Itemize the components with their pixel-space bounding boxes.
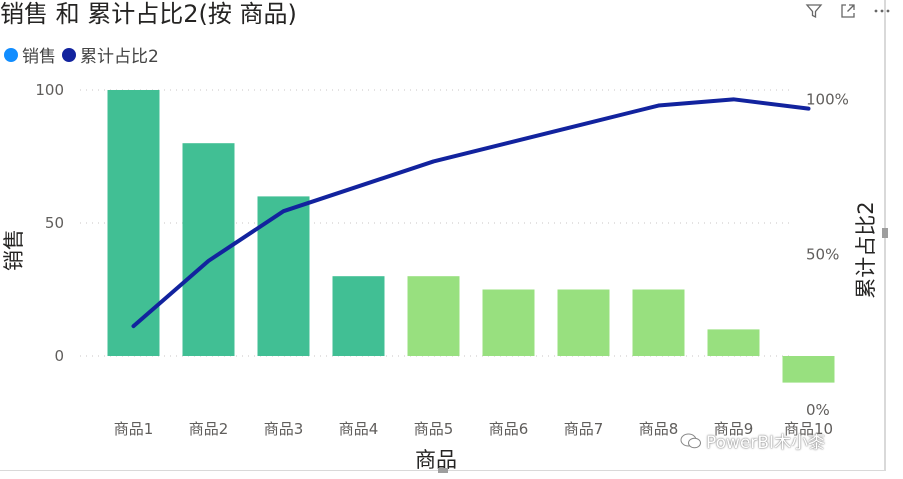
x-tick-label: 商品1 <box>114 420 154 438</box>
watermark-text: PowerBI木小桼 <box>706 433 826 453</box>
y2-axis-title: 累计占比2 <box>854 201 878 298</box>
legend-item-sales[interactable]: 销售 <box>4 42 56 67</box>
y2-tick-label: 0% <box>806 401 830 419</box>
resize-handle-right[interactable] <box>882 228 888 238</box>
legend-label-sales: 销售 <box>22 47 56 67</box>
wechat-icon <box>680 433 701 448</box>
legend-item-cumulative[interactable]: 累计占比2 <box>62 42 159 67</box>
y-tick-label: 50 <box>45 214 64 232</box>
more-options-icon[interactable] <box>871 0 893 22</box>
x-tick-label: 商品10 <box>784 420 833 438</box>
bar-商品5[interactable] <box>407 276 460 356</box>
legend-marker-cumulative <box>62 47 76 62</box>
bar-商品1[interactable] <box>107 90 160 356</box>
resize-handle-bottom[interactable] <box>438 468 448 473</box>
bar-商品7[interactable] <box>557 289 610 357</box>
x-tick-label: 商品6 <box>489 420 529 438</box>
x-tick-label: 商品3 <box>264 420 304 438</box>
y2-tick-label: 100% <box>806 90 849 108</box>
x-axis-title: 商品 <box>415 448 457 472</box>
chart-title: 销售 和 累计占比2(按 商品) <box>0 0 297 28</box>
legend-label-cumulative: 累计占比2 <box>80 47 159 67</box>
filter-icon[interactable] <box>803 0 825 22</box>
bar-商品8[interactable] <box>632 289 685 357</box>
bar-商品4[interactable] <box>332 276 385 356</box>
bar-商品3[interactable] <box>257 196 310 356</box>
y-tick-label: 100 <box>35 81 64 99</box>
y-tick-label: 0 <box>54 347 64 365</box>
x-tick-label: 商品5 <box>414 420 454 438</box>
focus-mode-icon[interactable] <box>837 0 859 22</box>
bar-商品10[interactable] <box>782 356 835 383</box>
chart-legend: 销售 累计占比2 <box>4 42 161 67</box>
x-tick-label: 商品9 <box>714 420 754 438</box>
bar-商品9[interactable] <box>707 329 760 356</box>
legend-marker-sales <box>4 47 18 62</box>
visual-toolbar <box>803 0 893 22</box>
watermark: PowerBI木小桼 <box>680 428 825 453</box>
x-tick-label: 商品7 <box>564 420 604 438</box>
line-series-cumulative <box>131 97 811 329</box>
x-tick-label: 商品4 <box>339 420 379 438</box>
bar-商品6[interactable] <box>482 289 535 357</box>
y-axis-title: 销售 <box>2 229 26 271</box>
y2-tick-label: 50% <box>806 246 839 264</box>
x-tick-label: 商品2 <box>189 420 229 438</box>
x-tick-label: 商品8 <box>639 420 679 438</box>
